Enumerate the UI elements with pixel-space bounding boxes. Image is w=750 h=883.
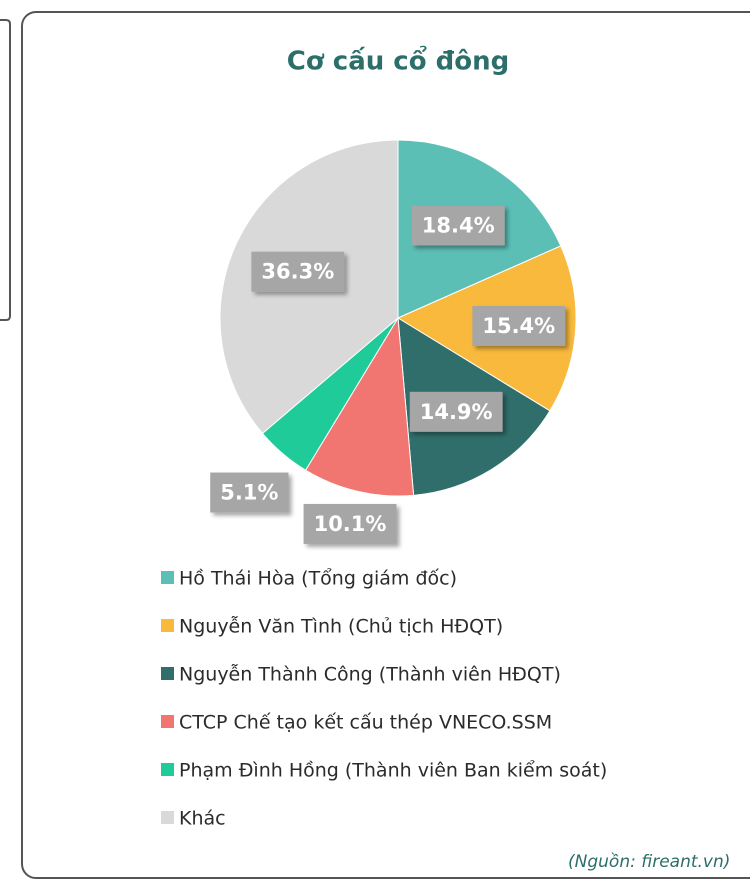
data-label-text: 15.4% (482, 314, 555, 338)
legend-swatch (161, 667, 174, 680)
data-label-text: 5.1% (220, 481, 278, 505)
pie-slice (304, 316, 415, 497)
data-label-text: 36.3% (261, 260, 334, 284)
legend-swatch (161, 715, 174, 728)
chart-title: Cơ cấu cổ đông (287, 44, 509, 77)
legend: Hồ Thái Hòa (Tổng giám đốc) Nguyễn Văn Tì… (161, 568, 607, 830)
legend-label: Khác (179, 808, 226, 830)
data-label-box (251, 251, 345, 292)
side-card (0, 19, 11, 321)
data-label: 18.4% (411, 205, 505, 246)
data-label: 14.9% (409, 391, 503, 432)
legend-label: CTCP Chế tạo kết cấu thép VNECO.SSM (179, 712, 552, 734)
legend-swatch (161, 619, 174, 632)
data-label: 5.1% (210, 472, 289, 513)
data-label-text: 10.1% (314, 512, 387, 536)
data-label: 15.4% (472, 305, 566, 346)
data-label: 10.1% (303, 503, 397, 544)
data-label-box (210, 472, 289, 513)
legend-swatch (161, 571, 174, 584)
data-label-box (411, 205, 505, 246)
data-label: 36.3% (251, 251, 345, 292)
source: (Nguồn: fireant.vn) (568, 851, 730, 872)
legend-swatch (161, 811, 174, 824)
data-label-box (303, 503, 397, 544)
legend-label: Phạm Đình Hồng (Thành viên Ban kiểm soát… (179, 760, 607, 782)
data-label-text: 18.4% (422, 214, 495, 238)
data-label-box (409, 391, 503, 432)
data-label-text: 14.9% (420, 400, 493, 424)
data-label-box (472, 305, 566, 346)
legend-swatch (161, 763, 174, 776)
legend-label: Nguyễn Văn Tình (Chủ tịch HĐQT) (179, 615, 503, 638)
legend-label: Hồ Thái Hòa (Tổng giám đốc) (179, 568, 457, 590)
legend-label: Nguyễn Thành Công (Thành viên HĐQT) (179, 663, 561, 686)
labels: 18.4% 15.4% 14.9% 10.1% 5.1% 36.3% (210, 205, 566, 544)
